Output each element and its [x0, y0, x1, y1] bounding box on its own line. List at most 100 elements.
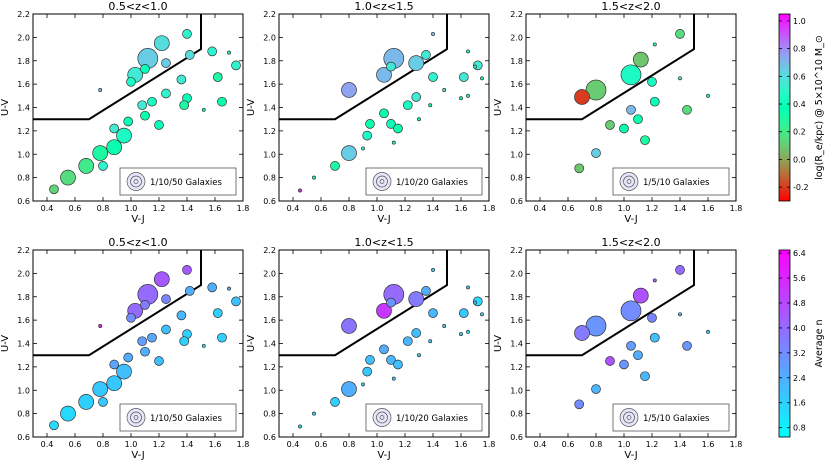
data-point — [60, 405, 76, 422]
x-tick-label: 1.2 — [153, 440, 166, 449]
colorbar-tick-label: 0.4 — [793, 100, 806, 109]
data-point — [391, 140, 396, 145]
data-point — [341, 82, 357, 98]
data-point — [201, 107, 206, 112]
data-point — [176, 310, 187, 321]
x-tick-label: 1.8 — [237, 440, 250, 449]
data-point — [466, 93, 470, 98]
data-point — [154, 120, 164, 130]
data-point — [574, 163, 585, 174]
data-point — [312, 175, 316, 180]
data-point — [49, 184, 59, 195]
x-tick-label: 0.8 — [97, 204, 110, 213]
colorbar-tick-label: 0.8 — [793, 424, 806, 433]
data-point — [212, 308, 223, 318]
data-point — [123, 352, 134, 363]
colorbar-tick-label: 0.0 — [793, 155, 806, 164]
data-point — [411, 92, 422, 102]
y-axis-label: U-V — [493, 335, 504, 352]
quiescent-boundary-line — [279, 250, 448, 357]
data-point — [428, 308, 438, 318]
y-tick-label: 2.2 — [17, 10, 30, 19]
data-point — [626, 340, 636, 351]
data-point — [207, 46, 218, 57]
data-point — [182, 265, 192, 275]
y-tick-label: 2.0 — [510, 33, 523, 42]
data-point — [605, 356, 615, 366]
data-point — [386, 297, 396, 308]
data-point — [201, 343, 206, 348]
data-point — [675, 265, 685, 275]
data-point — [620, 300, 642, 322]
colorbar-tick-label: 3.2 — [793, 349, 806, 358]
x-tick-label: 1.8 — [730, 440, 743, 449]
data-point — [106, 375, 123, 392]
colorbar-label: log(R_e/kpc) @ 5×10^10 M_⊙ — [814, 35, 825, 180]
y-tick-label: 0.6 — [263, 197, 276, 206]
colorbar-tick-label: 0.6 — [793, 72, 806, 81]
data-point — [217, 96, 227, 107]
data-point — [341, 381, 357, 397]
data-point — [137, 336, 148, 347]
y-tick-label: 1.8 — [510, 57, 523, 66]
data-point — [458, 308, 469, 318]
x-tick-label: 1.2 — [153, 204, 166, 213]
panel-bottom-1: 0.5<z<1.0 0.4 0.6 0.8 1.0 1.2 1.4 1.6 1.8 0.6 0.8 1… — [0, 236, 249, 461]
legend-label: 1/10/50 Galaxies — [150, 178, 222, 188]
data-point — [652, 42, 657, 47]
data-point — [109, 123, 120, 134]
colorbar-tick-label: 4.0 — [793, 324, 806, 333]
data-point — [227, 50, 231, 55]
data-point — [591, 384, 601, 394]
y-tick-label: 1.8 — [263, 293, 276, 302]
data-point — [298, 188, 302, 193]
x-tick-label: 1.0 — [618, 204, 631, 213]
data-point — [620, 64, 642, 86]
data-point — [98, 397, 108, 407]
data-point — [161, 88, 171, 99]
data-point — [184, 50, 195, 60]
plot-content — [33, 250, 241, 431]
data-point — [153, 271, 170, 288]
x-tick-label: 1.0 — [371, 440, 384, 449]
data-point — [330, 161, 340, 171]
y-tick-label: 1.6 — [263, 80, 276, 89]
y-tick-label: 0.6 — [17, 433, 30, 442]
x-tick-label: 0.8 — [97, 440, 110, 449]
data-point — [421, 50, 431, 60]
data-point — [49, 420, 59, 431]
data-point — [459, 332, 463, 337]
data-point — [106, 139, 123, 156]
y-axis-label: U-V — [0, 99, 11, 116]
y-tick-label: 0.8 — [17, 410, 30, 419]
panel-title: 0.5<z<1.0 — [108, 0, 167, 13]
x-tick-label: 1.8 — [730, 204, 743, 213]
y-tick-label: 1.6 — [17, 80, 30, 89]
y-tick-label: 1.8 — [17, 293, 30, 302]
quiescent-boundary-line — [526, 14, 695, 121]
x-tick-label: 0.4 — [41, 440, 54, 449]
y-tick-label: 2.0 — [17, 33, 30, 42]
y-tick-label: 1.4 — [510, 340, 523, 349]
data-point — [626, 104, 636, 115]
quiescent-boundary-line — [33, 250, 202, 357]
x-tick-label: 1.6 — [455, 440, 468, 449]
data-point — [78, 394, 95, 410]
legend-marker — [379, 179, 385, 184]
data-point — [619, 123, 629, 134]
plot-content — [526, 250, 710, 410]
y-tick-label: 1.0 — [510, 150, 523, 159]
data-point — [591, 148, 601, 158]
data-point — [312, 411, 316, 416]
y-axis-label: U-V — [246, 99, 257, 116]
quiescent-boundary-line — [526, 250, 695, 357]
data-point — [161, 324, 171, 335]
data-point — [391, 376, 396, 381]
size-legend: 1/10/20 Galaxies — [365, 403, 483, 432]
data-point — [109, 359, 120, 370]
legend-marker — [379, 415, 385, 420]
data-point — [386, 355, 396, 365]
data-point — [98, 88, 103, 92]
x-tick-label: 1.6 — [209, 440, 222, 449]
